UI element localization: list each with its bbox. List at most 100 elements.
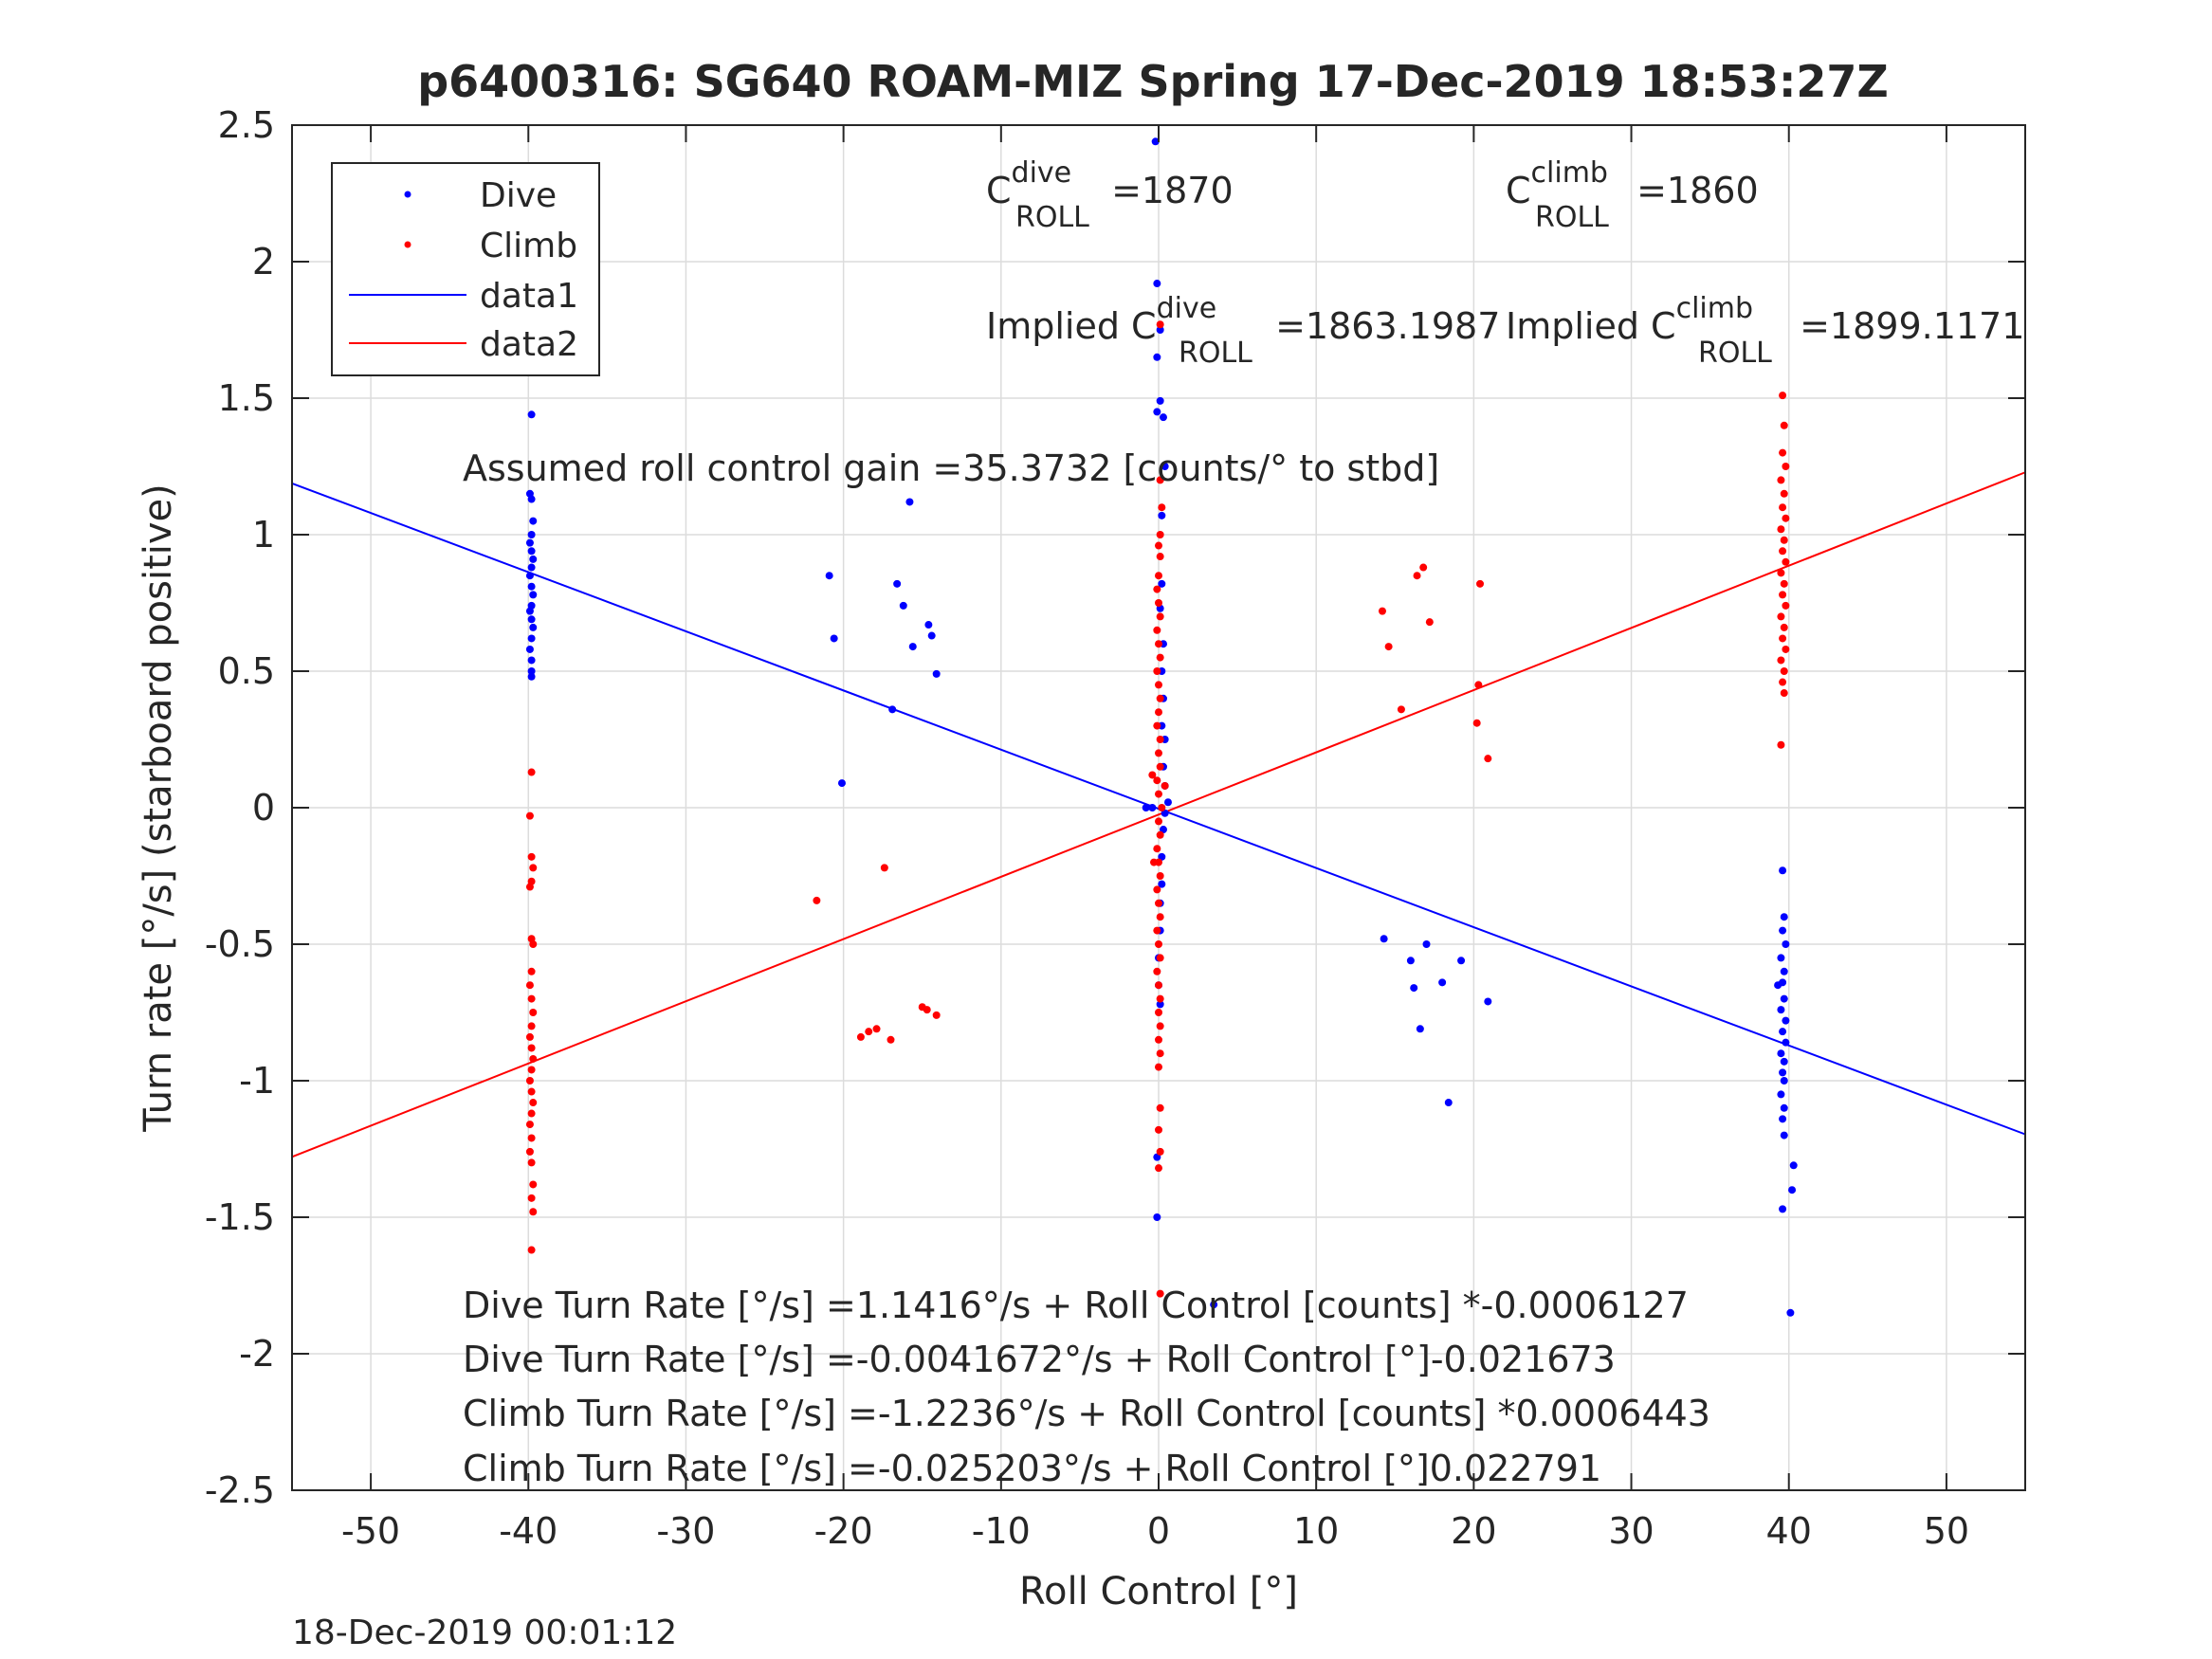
climb-point <box>1777 740 1785 749</box>
dive-point <box>1782 940 1790 948</box>
climb-point <box>1779 448 1787 457</box>
implied-c-roll-climb-annotation: Implied Cclimb ROLL =1899.1171 <box>1506 292 2024 370</box>
dive-point <box>908 643 917 651</box>
climb-point <box>527 1158 536 1167</box>
climb-point <box>1780 536 1788 544</box>
climb-point <box>1155 1009 1162 1016</box>
fit-line-data2 <box>291 471 2026 1158</box>
c-roll-dive-annotation: Cdive ROLL =1870 <box>986 156 1234 234</box>
dive-point <box>1156 326 1164 334</box>
climb-point <box>880 864 888 872</box>
dive-point <box>527 563 536 572</box>
climb-point <box>1150 858 1159 866</box>
y-tick-label: 2.5 <box>218 104 275 146</box>
dive-point <box>924 621 933 629</box>
dive-point <box>525 538 534 547</box>
climb-point <box>525 981 534 990</box>
legend-climb-label: Climb <box>480 227 577 265</box>
implied-climb-value: =1899.1171 <box>1788 305 2024 347</box>
climb-point <box>527 994 536 1003</box>
dive-point <box>1380 935 1388 943</box>
dive-point <box>527 656 536 665</box>
dive-point <box>1779 866 1787 875</box>
dive-point <box>525 607 534 615</box>
dive-point <box>1780 1103 1788 1112</box>
climb-point <box>1425 618 1434 627</box>
dive-point <box>525 645 534 653</box>
dive-point <box>529 591 538 599</box>
climb-point <box>525 1121 534 1129</box>
climb-point <box>525 1032 534 1041</box>
axis-ticks <box>292 124 2025 1491</box>
climb-point <box>529 1054 538 1063</box>
climb-point <box>1156 1022 1164 1030</box>
x-tick-label: 30 <box>1608 1510 1654 1552</box>
dive-point <box>1159 413 1167 422</box>
climb-point <box>1378 607 1386 615</box>
climb-point <box>527 1044 536 1052</box>
y-tick-labels: -2.5 -2 -1.5 -1 -0.5 0 0.5 1 1.5 2 2.5 <box>205 104 275 1511</box>
legend-data1-label: data1 <box>480 277 578 316</box>
x-tick-label: -40 <box>499 1510 558 1552</box>
x-tick-label: -50 <box>341 1510 400 1552</box>
climb-point <box>1153 585 1161 593</box>
dive-point <box>527 495 536 503</box>
dive-point <box>1457 957 1466 965</box>
climb-point <box>1156 736 1164 743</box>
climb-point <box>1156 1289 1164 1298</box>
dive-point <box>529 555 538 563</box>
dive-point <box>525 572 534 580</box>
climb-point <box>1779 547 1787 556</box>
dive-point <box>1779 926 1787 935</box>
climb-point <box>1156 1049 1164 1058</box>
dive-point <box>1779 1115 1787 1123</box>
dive-point <box>1153 408 1161 416</box>
climb-point <box>529 1180 538 1189</box>
x-tick-label: 50 <box>1924 1510 1969 1552</box>
climb-point <box>1156 994 1164 1003</box>
dive-point <box>893 579 902 588</box>
climb-point <box>1153 721 1161 730</box>
climb-point <box>1472 719 1481 727</box>
equation-climb-counts: Climb Turn Rate [°/s] =-1.2236°/s + Roll… <box>463 1393 1710 1434</box>
dive-point <box>527 634 536 643</box>
legend-data2-label: data2 <box>480 325 578 364</box>
climb-point <box>527 967 536 975</box>
climb-point <box>1156 762 1164 771</box>
c-roll-climb-base: C <box>1506 170 1531 211</box>
dive-point <box>1210 1301 1218 1309</box>
climb-point <box>527 1066 536 1074</box>
dive-point <box>899 601 907 610</box>
x-tick-label: 20 <box>1451 1510 1496 1552</box>
climb-point <box>1397 705 1405 714</box>
climb-point <box>1780 489 1788 498</box>
climb-point <box>1155 640 1162 648</box>
dive-point <box>1156 396 1164 405</box>
climb-point <box>1155 681 1162 689</box>
data-points <box>525 137 1798 1317</box>
climb-point <box>1156 1103 1164 1112</box>
climb-point <box>1155 790 1162 798</box>
climb-point <box>1156 872 1164 880</box>
climb-point <box>1155 749 1162 757</box>
climb-point <box>1153 667 1161 675</box>
climb-point <box>1780 421 1788 429</box>
dive-point <box>527 547 536 556</box>
c-roll-dive-sub: ROLL <box>1015 201 1089 234</box>
climb-point <box>1777 476 1785 484</box>
y-tick-label: -0.5 <box>205 923 275 965</box>
climb-point <box>1156 913 1164 921</box>
climb-point <box>529 1099 538 1107</box>
implied-dive-value: =1863.1987 <box>1264 305 1500 347</box>
climb-point <box>1156 1147 1164 1156</box>
y-tick-label: -2.5 <box>205 1469 275 1511</box>
y-tick-label: 2 <box>252 241 275 283</box>
dive-point <box>527 667 536 675</box>
climb-point <box>1155 572 1162 580</box>
y-tick-label: 1.5 <box>218 377 275 419</box>
dive-point <box>1788 1186 1797 1194</box>
c-roll-dive-sup: dive <box>1012 156 1072 190</box>
legend-dive-label: Dive <box>480 176 557 215</box>
climb-point <box>525 883 534 891</box>
climb-point <box>1777 656 1785 665</box>
